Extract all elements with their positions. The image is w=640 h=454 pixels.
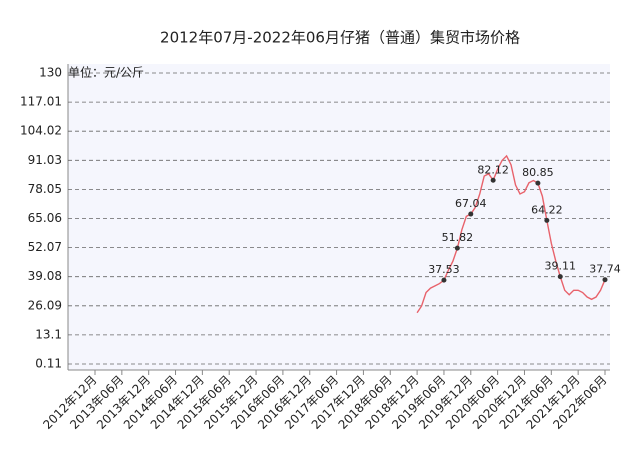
point-marker (454, 245, 460, 251)
data-label: 37.74 (589, 263, 621, 276)
y-tick-label: 91.03 (28, 153, 62, 167)
point-marker (602, 277, 608, 283)
price-line (416, 154, 606, 314)
y-tick-label: 13.1 (35, 327, 62, 341)
point-marker (468, 211, 474, 217)
data-label: 64.22 (531, 203, 563, 216)
y-tick-label: 52.07 (28, 240, 62, 254)
y-tick-label: 26.09 (28, 298, 62, 312)
y-tick-label: 65.06 (28, 211, 62, 225)
data-label: 39.11 (545, 260, 577, 273)
point-marker (441, 277, 447, 283)
y-tick-label: 0.11 (35, 357, 62, 371)
y-tick-label: 130 (39, 66, 62, 80)
point-marker (544, 217, 550, 223)
plot-area (68, 64, 610, 370)
point-marker (557, 274, 563, 280)
y-tick-label: 78.05 (28, 182, 62, 196)
y-tick-label: 104.02 (20, 124, 62, 138)
data-label: 51.82 (442, 231, 474, 244)
point-marker (535, 180, 541, 186)
y-tick-label: 117.01 (20, 95, 62, 109)
y-tick-label: 39.08 (28, 269, 62, 283)
data-label: 80.85 (522, 166, 554, 179)
point-marker (490, 177, 496, 183)
data-label: 67.04 (455, 197, 487, 210)
data-label: 82.12 (477, 163, 509, 176)
chart-title: 2012年07月-2022年06月仔猪（普通）集贸市场价格 (160, 29, 520, 47)
y-unit: 单位：元/公斤 (68, 65, 144, 80)
data-label: 37.53 (428, 263, 460, 276)
